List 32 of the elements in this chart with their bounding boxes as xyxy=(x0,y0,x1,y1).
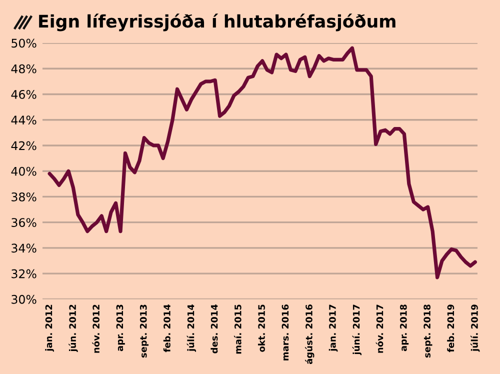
x-tick-label: nóv. 2017 xyxy=(376,304,384,353)
x-tick-label: feb. 2019 xyxy=(447,304,454,352)
x-tick-label: apr. 2013 xyxy=(116,304,125,352)
x-tick-label: des. 2014 xyxy=(210,304,218,354)
x-tick-label: apr. 2018 xyxy=(400,304,409,352)
y-tick-label: 40% xyxy=(11,166,36,176)
x-tick-label: jún. 2012 xyxy=(68,304,78,352)
line-series xyxy=(48,46,477,280)
x-tick-label: jan. 2012 xyxy=(45,304,54,352)
chart-title: Eign lífeyrissjóða í hlutabréfasjóðum xyxy=(39,14,396,32)
x-tick-label: júní. 2017 xyxy=(352,304,362,356)
y-tick-label: 32% xyxy=(12,269,36,278)
x-tick-label: okt. 2015 xyxy=(258,304,265,352)
y-tick-label: 34% xyxy=(12,244,36,253)
y-tick-label: 48% xyxy=(11,64,36,74)
y-tick-label: 30% xyxy=(12,294,36,304)
x-tick-label: sept. 2013 xyxy=(140,304,149,358)
x-tick-label: mars. 2016 xyxy=(282,304,289,360)
x-tick-label: nóv. 2012 xyxy=(92,304,100,353)
y-tick-label: 38% xyxy=(12,192,36,202)
y-tick-label: 46% xyxy=(11,90,36,99)
y-tick-label: 44% xyxy=(11,116,36,125)
x-tick-label: júlí. 2014 xyxy=(186,304,196,352)
x-tick-label: sept. 2018 xyxy=(424,304,432,358)
y-tick-label: 36% xyxy=(12,218,36,227)
x-tick-label: jan. 2017 xyxy=(328,304,338,352)
y-tick-label: 42% xyxy=(11,141,36,150)
x-tick-label: feb. 2014 xyxy=(163,304,170,352)
y-tick-label: 50% xyxy=(12,38,36,48)
x-tick-label: ágúst. 2016 xyxy=(305,304,314,364)
x-tick-label: maí. 2015 xyxy=(234,304,242,354)
x-tick-label: júlí. 2019 xyxy=(470,304,480,352)
